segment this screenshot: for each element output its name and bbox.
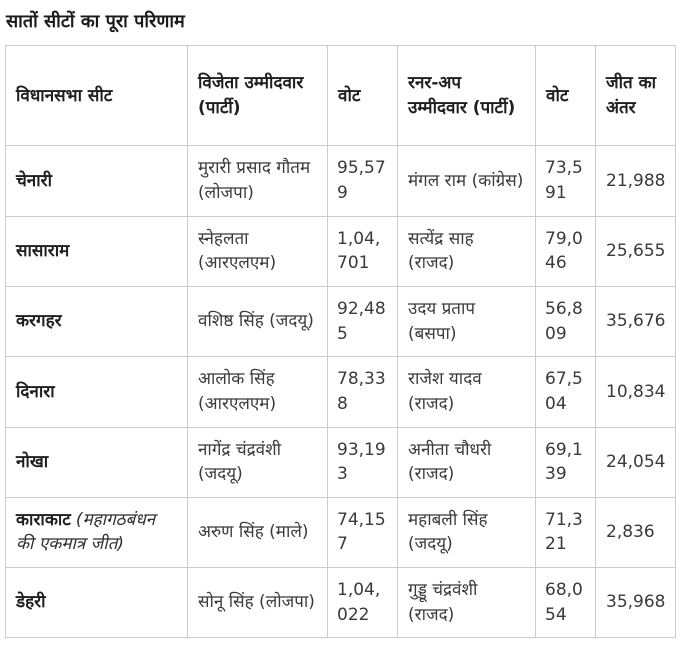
table-row: करगहर वशिष्ठ सिंह (जदयू) 92,485 उदय प्रत… (5, 285, 676, 358)
runner-up-votes-cell: 71,321 (535, 496, 596, 569)
winner-cell: आलोक सिंह (आरएलएम) (187, 356, 328, 428)
seat-cell: चेनारी (5, 145, 188, 217)
runner-up-votes-cell: 73,591 (535, 145, 596, 217)
winner-cell: अरुण सिंह (माले) (187, 496, 328, 569)
winner-cell: स्नेहलता (आरएलएम) (187, 215, 328, 287)
winner-cell: वशिष्ठ सिंह (जदयू) (187, 285, 328, 358)
results-table: विधानसभा सीट विजेता उम्मीदवार (पार्टी) व… (5, 45, 676, 639)
seat-name: सासाराम (16, 240, 70, 261)
winner-cell: मुरारी प्रसाद गौतम (लोजपा) (187, 145, 328, 217)
margin-cell: 2,836 (595, 496, 676, 569)
margin-cell: 35,676 (595, 285, 676, 358)
seat-name: डेहरी (16, 592, 46, 613)
winner-votes-cell: 74,157 (327, 496, 398, 569)
winner-votes-cell: 1,04,701 (327, 215, 398, 287)
margin-cell: 35,968 (595, 567, 676, 639)
seat-note: (महागठबंधन की एकमात्र जीत) (16, 509, 156, 555)
winner-votes-cell: 93,193 (327, 426, 398, 498)
runner-up-votes-cell: 79,046 (535, 215, 596, 287)
table-body: चेनारी मुरारी प्रसाद गौतम (लोजपा) 95,579… (5, 145, 676, 639)
winner-cell: सोनू सिंह (लोजपा) (187, 567, 328, 639)
header-runner-up: रनर-अप उम्मीदवार (पार्टी) (397, 45, 536, 147)
runner-up-cell: उदय प्रताप (बसपा) (397, 285, 536, 358)
seat-name: नोखा (16, 451, 49, 472)
seat-name: काराकाट (16, 509, 71, 530)
margin-cell: 24,054 (595, 426, 676, 498)
seat-cell: दिनारा (5, 356, 188, 428)
seat-cell: सासाराम (5, 215, 188, 287)
runner-up-cell: अनीता चौधरी (राजद) (397, 426, 536, 498)
winner-votes-cell: 95,579 (327, 145, 398, 217)
header-seat: विधानसभा सीट (5, 45, 188, 147)
table-row: डेहरी सोनू सिंह (लोजपा) 1,04,022 गुड्डू … (5, 567, 676, 639)
header-margin: जीत का अंतर (595, 45, 676, 147)
runner-up-cell: सत्येंद्र साह (राजद) (397, 215, 536, 287)
margin-cell: 10,834 (595, 356, 676, 428)
table-row: नोखा नागेंद्र चंद्रवंशी (जदयू) 93,193 अन… (5, 426, 676, 498)
runner-up-cell: महाबली सिंह (जदयू) (397, 496, 536, 569)
runner-up-cell: मंगल राम (कांग्रेस) (397, 145, 536, 217)
runner-up-votes-cell: 67,504 (535, 356, 596, 428)
header-winner-votes: वोट (327, 45, 398, 147)
seat-cell: नोखा (5, 426, 188, 498)
runner-up-cell: राजेश यादव (राजद) (397, 356, 536, 428)
table-row: दिनारा आलोक सिंह (आरएलएम) 78,338 राजेश य… (5, 356, 676, 428)
runner-up-votes-cell: 68,054 (535, 567, 596, 639)
page-title: सातों सीटों का पूरा परिणाम (6, 11, 185, 32)
header-runner-up-votes: वोट (535, 45, 596, 147)
seat-name: करगहर (16, 311, 62, 332)
table-row: सासाराम स्नेहलता (आरएलएम) 1,04,701 सत्ये… (5, 215, 676, 287)
seat-name: चेनारी (16, 170, 52, 191)
runner-up-votes-cell: 56,809 (535, 285, 596, 358)
table-row: चेनारी मुरारी प्रसाद गौतम (लोजपा) 95,579… (5, 145, 676, 217)
winner-cell: नागेंद्र चंद्रवंशी (जदयू) (187, 426, 328, 498)
margin-cell: 21,988 (595, 145, 676, 217)
table-header: विधानसभा सीट विजेता उम्मीदवार (पार्टी) व… (5, 45, 676, 147)
runner-up-votes-cell: 69,139 (535, 426, 596, 498)
winner-votes-cell: 1,04,022 (327, 567, 398, 639)
table-row: काराकाट (महागठबंधन की एकमात्र जीत) अरुण स… (5, 496, 676, 569)
seat-cell: काराकाट (महागठबंधन की एकमात्र जीत) (5, 496, 188, 569)
seat-cell: करगहर (5, 285, 188, 358)
runner-up-cell: गुड्डू चंद्रवंशी (राजद) (397, 567, 536, 639)
winner-votes-cell: 92,485 (327, 285, 398, 358)
header-winner: विजेता उम्मीदवार (पार्टी) (187, 45, 328, 147)
winner-votes-cell: 78,338 (327, 356, 398, 428)
margin-cell: 25,655 (595, 215, 676, 287)
header-row: विधानसभा सीट विजेता उम्मीदवार (पार्टी) व… (5, 45, 676, 147)
seat-cell: डेहरी (5, 567, 188, 639)
seat-name: दिनारा (16, 381, 55, 402)
